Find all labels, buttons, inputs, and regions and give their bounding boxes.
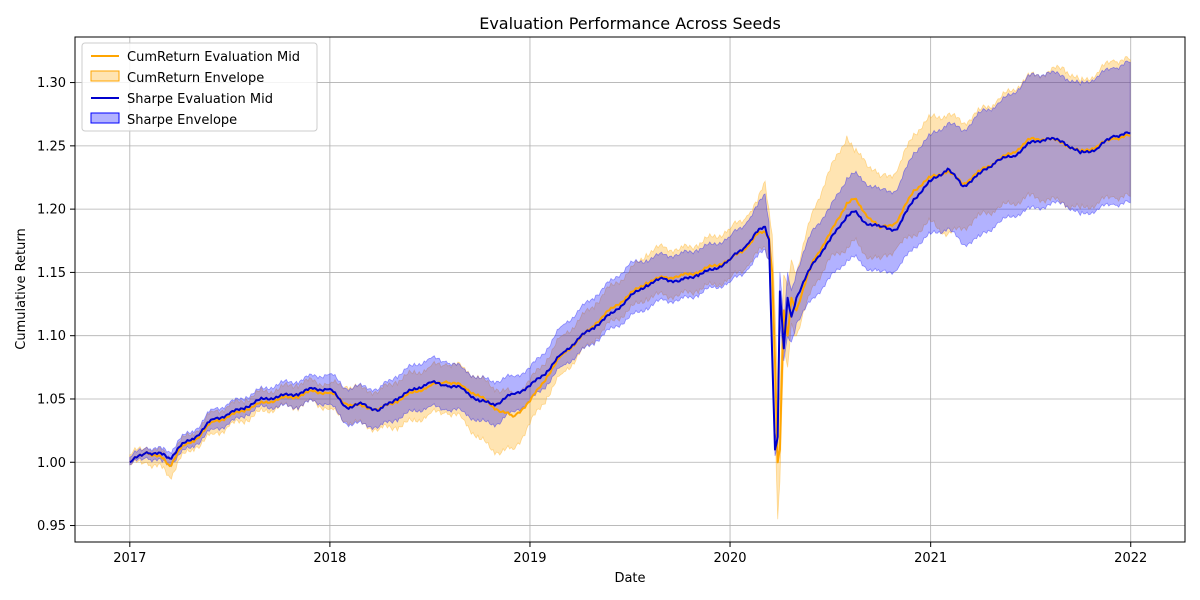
- y-tick-label: 1.00: [37, 456, 66, 471]
- y-tick-label: 1.15: [37, 266, 66, 281]
- legend-swatch-cumreturn-envelope: [90, 70, 120, 82]
- plot-frame: [74, 36, 1186, 543]
- cumreturn-mid-line: [129, 133, 1131, 468]
- y-tick-label: 1.25: [37, 139, 66, 154]
- x-tick-label: 2017: [113, 551, 146, 566]
- y-tick-label: 1.05: [37, 392, 66, 407]
- y-tick-label: 1.10: [37, 329, 66, 344]
- axis-ticks: 2017 2018 2019 2020 2021 2022 0.95 1.00 1.05 1.10…: [37, 76, 1147, 566]
- legend: CumReturn Evaluation Mid CumReturn Envel…: [81, 42, 318, 132]
- x-tick-label: 2018: [313, 551, 346, 566]
- legend-label-cumreturn-mid: CumReturn Evaluation Mid: [127, 50, 300, 65]
- cumreturn-envelope-area: [129, 56, 1131, 520]
- x-axis-label: Date: [614, 571, 645, 586]
- legend-label-sharpe-envelope: Sharpe Envelope: [127, 113, 237, 128]
- legend-label-sharpe-mid: Sharpe Evaluation Mid: [127, 92, 273, 107]
- legend-swatch-sharpe-envelope: [90, 112, 120, 124]
- legend-label-cumreturn-envelope: CumReturn Envelope: [127, 71, 264, 86]
- plot-layer: [129, 56, 1131, 520]
- y-tick-label: 1.30: [37, 76, 66, 91]
- chart-title: Evaluation Performance Across Seeds: [479, 14, 781, 33]
- sharpe-mid-line: [129, 131, 1131, 464]
- y-tick-label: 0.95: [37, 519, 66, 534]
- x-tick-label: 2019: [513, 551, 546, 566]
- grid-lines: [75, 37, 1185, 542]
- sharpe-envelope-area: [129, 60, 1131, 468]
- y-tick-label: 1.20: [37, 203, 66, 218]
- x-tick-label: 2020: [713, 551, 746, 566]
- x-tick-label: 2022: [1114, 551, 1147, 566]
- legend-box: [81, 42, 318, 132]
- x-tick-label: 2021: [914, 551, 947, 566]
- y-axis-label: Cumulative Return: [14, 228, 29, 349]
